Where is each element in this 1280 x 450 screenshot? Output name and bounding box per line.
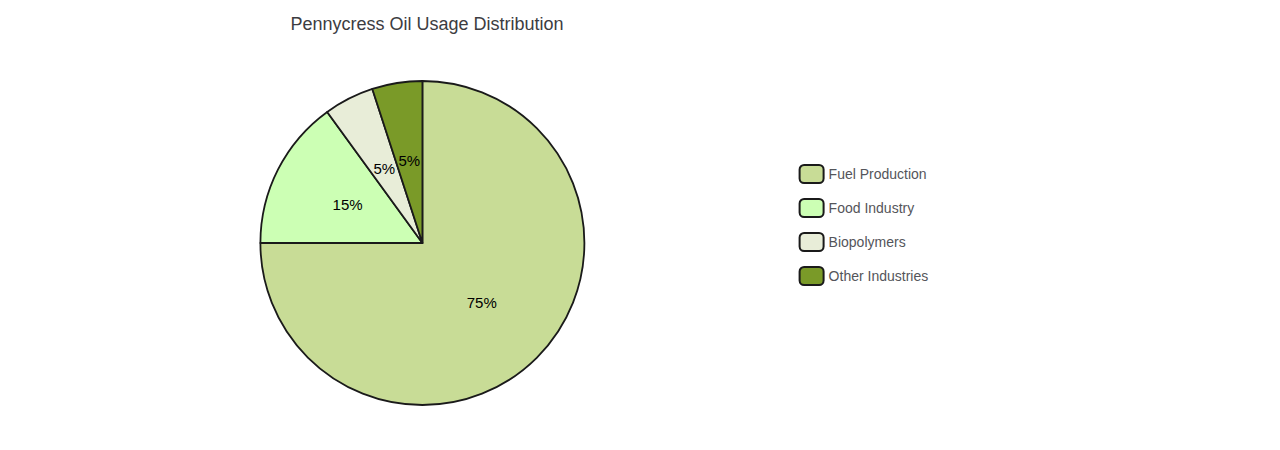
svg-text:5%: 5% xyxy=(398,152,420,169)
svg-text:Biopolymers: Biopolymers xyxy=(829,234,906,250)
svg-text:75%: 75% xyxy=(467,294,497,311)
svg-text:Other Industries: Other Industries xyxy=(829,268,929,284)
svg-text:Food Industry: Food Industry xyxy=(829,200,915,216)
svg-text:Fuel Production: Fuel Production xyxy=(829,166,927,182)
svg-text:Pennycress Oil Usage Distribut: Pennycress Oil Usage Distribution xyxy=(290,14,563,34)
svg-text:15%: 15% xyxy=(333,196,363,213)
svg-text:5%: 5% xyxy=(373,160,395,177)
